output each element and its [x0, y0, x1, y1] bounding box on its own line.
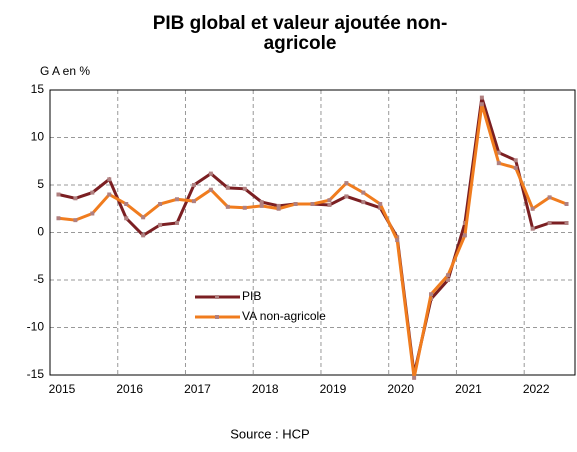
point-marker: [56, 192, 61, 197]
y-axis-label: G A en %: [40, 64, 90, 78]
point-marker: [141, 233, 146, 238]
y-tick-label: -5: [33, 272, 44, 286]
point-marker: [225, 185, 230, 190]
point-marker: [310, 202, 315, 206]
point-marker: [175, 221, 180, 225]
point-marker: [73, 196, 78, 201]
point-marker: [73, 218, 78, 223]
point-marker: [141, 215, 146, 220]
x-tick-label: 2016: [116, 382, 143, 396]
point-marker: [530, 206, 535, 211]
point-marker: [361, 190, 366, 195]
point-marker: [208, 187, 213, 192]
point-marker: [208, 171, 213, 176]
point-marker: [462, 233, 467, 238]
y-tick-label: 0: [37, 225, 44, 239]
chart-title: agricole: [264, 33, 337, 54]
point-marker: [327, 202, 332, 207]
point-marker: [395, 238, 400, 243]
chart-title: PIB global et valeur ajoutée non-: [153, 13, 448, 34]
point-marker: [327, 198, 332, 203]
point-marker: [276, 206, 281, 211]
point-marker: [513, 165, 518, 170]
y-tick-label: -10: [27, 320, 45, 334]
point-marker: [479, 95, 484, 100]
x-tick-label: 2015: [49, 382, 76, 396]
plot-border: [49, 89, 576, 376]
point-marker: [429, 292, 434, 297]
point-marker: [124, 216, 129, 221]
point-marker: [479, 102, 484, 107]
point-marker: [56, 216, 61, 221]
point-marker: [564, 221, 569, 225]
x-tick-label: 2020: [387, 382, 414, 396]
y-tick-label: 5: [37, 177, 44, 191]
point-marker: [225, 204, 230, 209]
x-tick-label: 2017: [184, 382, 211, 396]
point-marker: [259, 203, 264, 208]
x-tick-label: 2022: [523, 382, 550, 396]
point-marker: [191, 199, 196, 204]
y-tick-label: 10: [31, 130, 45, 144]
point-marker: [191, 183, 196, 187]
legend-label: VA non-agricole: [242, 309, 326, 323]
point-marker: [90, 190, 95, 195]
point-marker: [90, 211, 95, 216]
point-marker: [530, 226, 535, 231]
point-marker: [242, 186, 247, 191]
point-marker: [513, 158, 518, 163]
point-marker: [175, 197, 180, 202]
point-marker: [276, 203, 281, 208]
point-marker: [412, 375, 417, 380]
point-marker: [344, 181, 349, 186]
point-marker: [547, 195, 552, 200]
x-tick-label: 2021: [455, 382, 482, 396]
point-marker: [445, 278, 450, 282]
point-marker: [107, 192, 112, 197]
y-tick-label: -15: [27, 367, 45, 381]
point-marker: [445, 273, 450, 278]
point-marker: [547, 221, 552, 225]
x-tick-label: 2019: [320, 382, 347, 396]
point-marker: [242, 205, 247, 210]
point-marker: [107, 177, 112, 182]
legend-marker: [215, 315, 219, 319]
point-marker: [259, 200, 264, 205]
point-marker: [378, 205, 383, 210]
point-marker: [361, 200, 366, 205]
point-marker: [293, 202, 298, 206]
point-marker: [158, 222, 163, 227]
source: Source : HCP: [230, 426, 309, 441]
legend-marker: [215, 295, 219, 299]
point-marker: [378, 202, 383, 206]
point-marker: [462, 221, 467, 225]
point-marker: [496, 161, 501, 166]
point-marker: [158, 202, 163, 206]
point-marker: [124, 202, 129, 206]
point-marker: [496, 150, 501, 155]
y-tick-label: 15: [31, 82, 45, 96]
x-tick-label: 2018: [252, 382, 279, 396]
point-marker: [564, 202, 569, 206]
legend-label: PIB: [242, 289, 261, 303]
point-marker: [344, 194, 349, 199]
